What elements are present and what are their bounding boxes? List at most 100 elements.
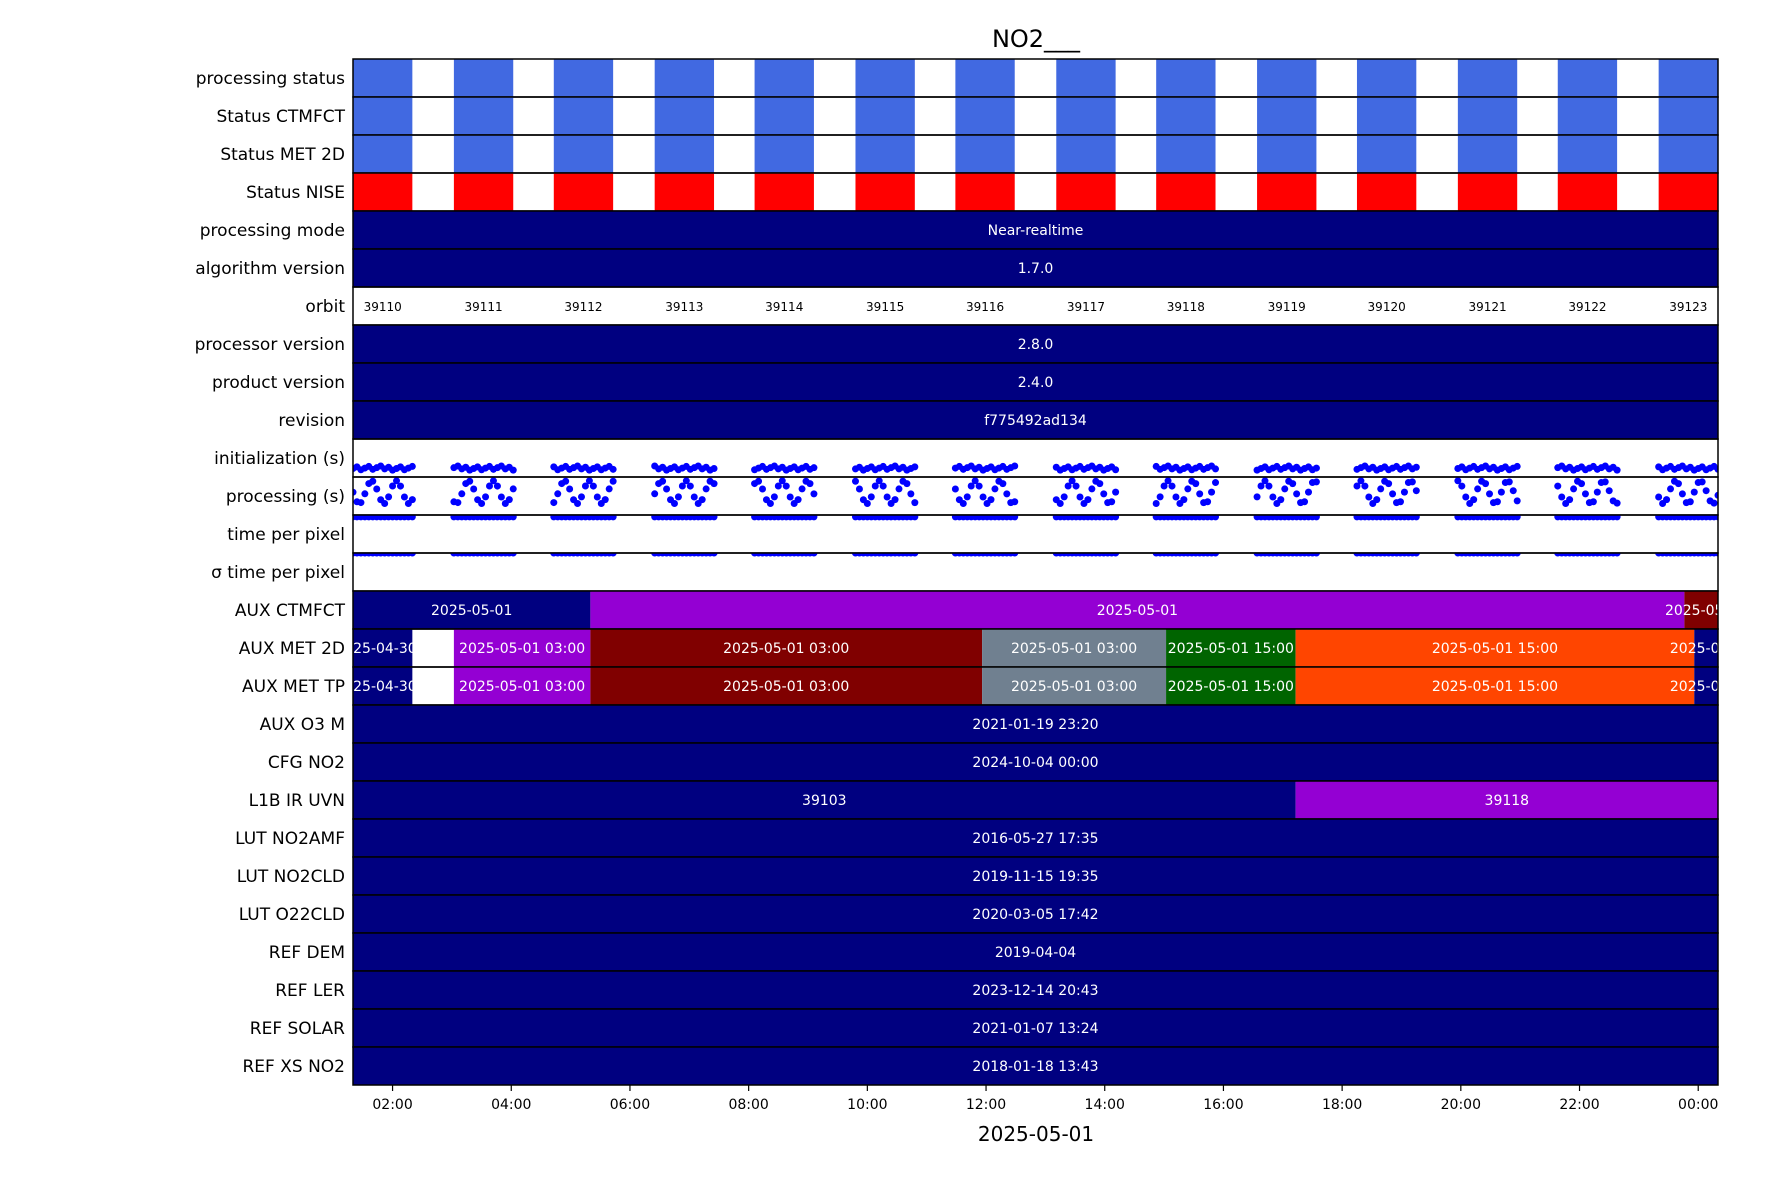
status-bar [1557,97,1618,135]
row-content: Near-realtime [353,211,1718,249]
status-bar [754,135,814,173]
status-bar [453,173,514,211]
value-label: 2016-05-27 17:35 [972,831,1098,847]
data-point [1714,465,1718,473]
data-point [891,496,899,504]
value-bar [353,325,1718,363]
row-content [353,477,1718,507]
row-label: orbit [305,297,345,317]
row-label: Status CTMFCT [216,107,345,127]
status-bar [1356,59,1417,97]
data-point [1454,477,1462,485]
value-bar [353,211,1718,249]
data-point [1160,482,1168,490]
data-point [710,515,718,521]
value-label: 2020-03-05 17:42 [972,907,1098,923]
status-bar [1257,173,1317,211]
row-content: 2018-01-18 13:43 [353,1047,1718,1085]
value-bar [353,667,413,705]
data-point [482,493,490,501]
data-point [1710,499,1718,507]
value-bar [353,743,1718,781]
data-point [1357,477,1365,485]
data-point [1003,490,1011,498]
row-content [353,59,1718,97]
data-point [810,464,818,472]
value-label: 2025-05-0 [1665,603,1737,619]
status-bar [353,59,413,97]
data-point [1566,496,1574,504]
status-bar [453,135,514,173]
data-point [770,493,778,501]
data-point [991,485,999,493]
row-content [353,135,1718,173]
data-point [1112,553,1120,557]
data-point [1497,488,1505,496]
row-content: 2019-11-15 19:35 [353,857,1718,895]
data-point [702,485,710,493]
data-point [1112,466,1120,474]
data-point [1474,485,1482,493]
x-tick-label: 18:00 [1322,1097,1362,1113]
data-point [1253,493,1261,501]
value-label: 2025-05-01 [1097,603,1178,619]
status-bar [1056,59,1116,97]
row-content: 2025-04-30 1 2025-05-01 03:00 2025-05-01 0… [353,667,1718,705]
data-point [1212,515,1220,521]
data-point [1686,498,1694,506]
data-point [1593,488,1601,496]
data-point [509,515,517,521]
data-point [1505,478,1513,486]
data-point [710,553,718,557]
value-bar [453,629,591,667]
data-point [489,477,497,485]
data-point [871,482,879,490]
data-point [1112,488,1120,496]
data-point [1373,496,1381,504]
data-point [1212,553,1220,557]
chart-title: NO2___ [992,25,1081,53]
data-point [690,493,698,501]
row-label: REF SOLAR [250,1019,345,1039]
data-point [1412,515,1420,521]
data-point [794,496,802,504]
data-point [1088,485,1096,493]
value-bar [353,249,1718,287]
row-label: processor version [195,335,345,355]
data-point [951,485,959,493]
data-point [1678,490,1686,498]
status-bar [1056,97,1116,135]
status-bar [1156,173,1216,211]
status-bar [553,97,614,135]
data-point [1152,499,1160,507]
data-point [1412,487,1420,495]
data-point [1558,493,1566,501]
row-content: 2016-05-27 17:35 [353,819,1718,857]
data-point [1365,493,1373,501]
value-bar [353,933,1718,971]
data-point [1076,493,1084,501]
data-point [907,490,915,498]
status-bar [1457,97,1518,135]
value-label: 2025-04-30 1 [335,641,430,657]
x-axis-label: 2025-05-01 [978,1122,1094,1146]
value-label: 2025-05-01 15:00 [1432,679,1558,695]
row-content: 2021-01-07 13:24 [353,1009,1718,1047]
data-point [1513,462,1521,470]
row-label: initialization (s) [214,449,345,469]
orbit-label: 39110 [364,300,402,314]
data-point [609,465,617,473]
data-point [971,477,979,485]
data-point [1281,485,1289,493]
data-point [1581,490,1589,498]
data-point [1482,480,1490,488]
data-point [1698,478,1706,486]
orbit-label: 39118 [1167,300,1205,314]
data-point [1462,493,1470,501]
data-point [682,477,690,485]
data-point [1011,498,1019,506]
data-point [1578,480,1585,488]
x-tick-label: 02:00 [372,1097,412,1113]
data-point [1184,485,1192,493]
row-content: 2019-04-04 [353,933,1718,971]
